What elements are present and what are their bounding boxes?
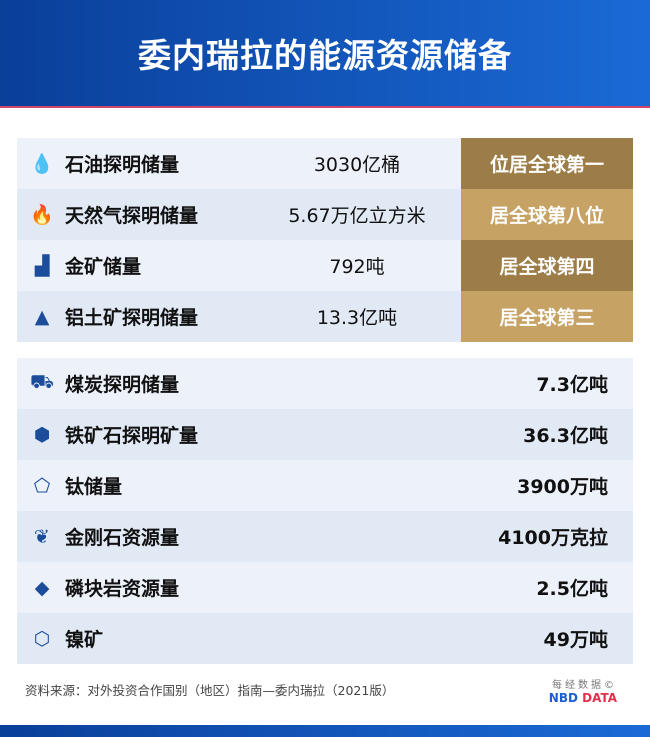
resource-value: 3030亿桶 [313, 154, 401, 176]
resource-label: 金矿储量 [65, 256, 142, 278]
resource-value: 49万吨 [543, 629, 608, 651]
resource-value: 792吨 [329, 256, 385, 278]
mountain-icon: ▲ [34, 305, 50, 328]
resource-value: 5.67万亿立方米 [288, 205, 426, 227]
source-note: 资料来源：对外投资合作国别（地区）指南—委内瑞拉（2021版） [25, 683, 395, 698]
resource-label: 煤炭探明储量 [65, 374, 180, 396]
resource-value: 3900万吨 [517, 476, 608, 498]
resource-label: 磷块岩资源量 [65, 578, 180, 600]
header: 委内瑞拉的能源资源储备 [0, 0, 650, 108]
titanium-icon: ⬠ [33, 474, 51, 497]
resource-value: 4100万克拉 [498, 527, 608, 549]
resource-label: 铝土矿探明储量 [65, 307, 199, 329]
resource-row: ⛟ 煤炭探明储量 7.3亿吨 [17, 358, 633, 409]
resource-label: 铁矿石探明矿量 [65, 425, 199, 447]
resource-label: 钛储量 [65, 476, 123, 498]
bottom-bar [0, 725, 650, 737]
world-rank-badge: 居全球第八位 [461, 189, 633, 240]
resource-row: ❦ 金刚石资源量 4100万克拉 [17, 511, 633, 562]
coal-cart-icon: ⛟ [30, 371, 54, 393]
resource-value: 13.3亿吨 [316, 307, 398, 329]
iron-ore-icon: ⬢ [33, 423, 51, 446]
diamond-icon: ❦ [34, 525, 50, 548]
resource-row: ▲ 铝土矿探明储量 13.3亿吨 居全球第三 [17, 291, 633, 342]
resource-value: 2.5亿吨 [536, 578, 608, 600]
resource-label: 金刚石资源量 [65, 527, 180, 549]
world-rank-badge: 居全球第四 [461, 240, 633, 291]
resource-row: 💧 石油探明储量 3030亿桶 位居全球第一 [17, 138, 633, 189]
resource-row: ⬢ 铁矿石探明矿量 36.3亿吨 [17, 409, 633, 460]
resource-row: ◆ 磷块岩资源量 2.5亿吨 [17, 562, 633, 613]
resource-value: 36.3亿吨 [523, 425, 608, 447]
world-rank-badge: 位居全球第一 [461, 138, 633, 189]
world-rank-badge: 居全球第三 [461, 291, 633, 342]
resource-label: 镍矿 [65, 629, 104, 651]
resource-row: ▟ 金矿储量 792吨 居全球第四 [17, 240, 633, 291]
gold-bars-icon: ▟ [34, 254, 50, 277]
resource-label: 天然气探明储量 [65, 205, 199, 227]
flame-icon: 🔥 [30, 204, 54, 226]
phosphate-icon: ◆ [34, 576, 50, 599]
resource-row: ⬠ 钛储量 3900万吨 [17, 460, 633, 511]
ranked-resources-table: 💧 石油探明储量 3030亿桶 位居全球第一 🔥 天然气探明储量 5.67万亿立… [17, 138, 633, 342]
droplet-icon: 💧 [30, 153, 54, 175]
resource-row: 🔥 天然气探明储量 5.67万亿立方米 居全球第八位 [17, 189, 633, 240]
nickel-icon: ⬡ [33, 627, 51, 650]
other-resources-table: ⛟ 煤炭探明储量 7.3亿吨 ⬢ 铁矿石探明矿量 36.3亿吨 ⬠ 钛储量 39… [17, 358, 633, 664]
resource-value: 7.3亿吨 [536, 374, 608, 396]
resource-label: 石油探明储量 [65, 154, 180, 176]
resource-row: ⬡ 镍矿 49万吨 [17, 613, 633, 664]
nbd-data-logo: 每经数据© NBD DATA [548, 680, 617, 705]
page-title: 委内瑞拉的能源资源储备 [138, 36, 512, 75]
